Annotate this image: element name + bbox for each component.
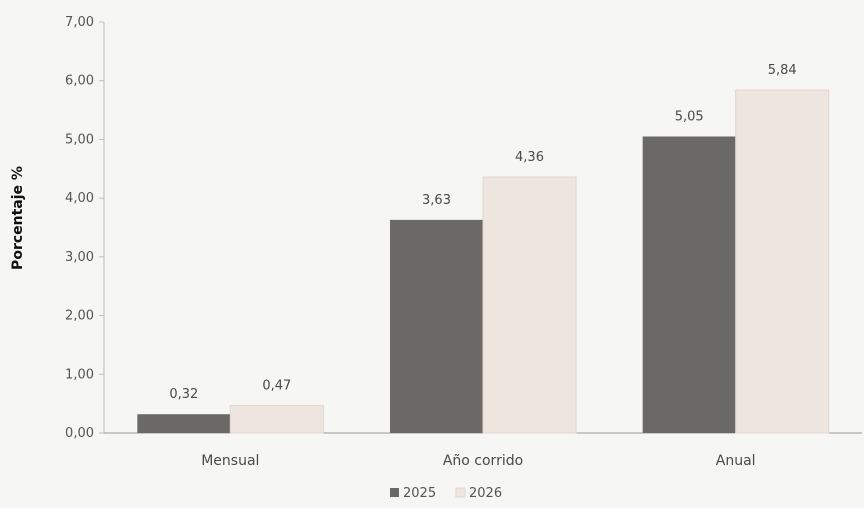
legend-label-2025: 2025 [403, 486, 436, 501]
data-label-2026-2: 5,84 [768, 63, 797, 78]
category-label: Año corrido [443, 453, 523, 469]
y-tick-label: 3,00 [65, 250, 94, 265]
category-label: Mensual [201, 453, 259, 469]
bar-2025-2 [642, 136, 736, 433]
data-label-2026-0: 0,47 [262, 378, 291, 393]
bar-2026-2 [735, 89, 830, 434]
y-tick-label: 1,00 [65, 367, 94, 382]
legend-label-2026: 2026 [469, 486, 502, 501]
bar-2026-1 [482, 176, 577, 434]
y-tick-label: 6,00 [65, 74, 94, 89]
y-tick-label: 4,00 [65, 191, 94, 206]
bar-2025-1 [390, 219, 483, 433]
legend-swatch-2025 [390, 488, 399, 497]
category-labels-group: Mensual Año corrido Anual [201, 453, 755, 469]
y-tick-label: 5,00 [65, 132, 94, 147]
legend-swatch-2026 [455, 487, 466, 498]
bars-group [137, 89, 830, 434]
data-label-2025-2: 5,05 [675, 109, 704, 124]
data-label-2026-1: 4,36 [515, 150, 544, 165]
bar-2025-0 [137, 414, 231, 433]
data-label-2025-0: 0,32 [169, 387, 198, 402]
category-label: Anual [716, 453, 756, 469]
data-label-2025-1: 3,63 [422, 193, 451, 208]
y-tick-group: 0,00 1,00 2,00 3,00 4,00 5,00 6,00 7,00 [65, 15, 104, 441]
data-labels-group: 0,32 0,47 3,63 4,36 5,05 5,84 [169, 63, 796, 402]
y-axis-title: Porcentaje % [10, 166, 26, 270]
y-tick-label: 2,00 [65, 309, 94, 324]
bar-2026-0 [229, 404, 324, 434]
legend: 2025 2026 [390, 486, 502, 501]
y-tick-label: 0,00 [65, 426, 94, 441]
y-tick-label: 7,00 [65, 15, 94, 30]
